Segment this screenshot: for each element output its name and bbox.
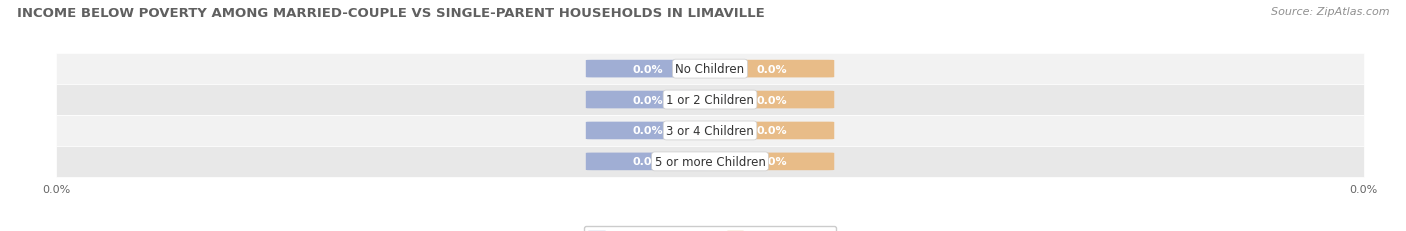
Text: No Children: No Children — [675, 63, 745, 76]
Text: 1 or 2 Children: 1 or 2 Children — [666, 94, 754, 106]
Text: 0.0%: 0.0% — [633, 126, 664, 136]
FancyBboxPatch shape — [710, 61, 834, 78]
FancyBboxPatch shape — [586, 153, 710, 170]
Legend: Married Couples, Single Parents: Married Couples, Single Parents — [583, 226, 837, 231]
FancyBboxPatch shape — [56, 146, 1364, 177]
FancyBboxPatch shape — [56, 85, 1364, 116]
Text: INCOME BELOW POVERTY AMONG MARRIED-COUPLE VS SINGLE-PARENT HOUSEHOLDS IN LIMAVIL: INCOME BELOW POVERTY AMONG MARRIED-COUPL… — [17, 7, 765, 20]
Text: 3 or 4 Children: 3 or 4 Children — [666, 125, 754, 137]
Text: 0.0%: 0.0% — [756, 126, 787, 136]
Text: 0.0%: 0.0% — [633, 95, 664, 105]
Text: 5 or more Children: 5 or more Children — [655, 155, 765, 168]
Text: 0.0%: 0.0% — [633, 157, 664, 167]
FancyBboxPatch shape — [56, 54, 1364, 85]
FancyBboxPatch shape — [586, 122, 710, 140]
FancyBboxPatch shape — [586, 61, 710, 78]
Text: 0.0%: 0.0% — [756, 64, 787, 74]
FancyBboxPatch shape — [586, 91, 710, 109]
FancyBboxPatch shape — [56, 116, 1364, 146]
Text: 0.0%: 0.0% — [633, 64, 664, 74]
FancyBboxPatch shape — [710, 122, 834, 140]
FancyBboxPatch shape — [710, 91, 834, 109]
FancyBboxPatch shape — [710, 153, 834, 170]
Text: 0.0%: 0.0% — [756, 95, 787, 105]
Text: 0.0%: 0.0% — [756, 157, 787, 167]
Text: Source: ZipAtlas.com: Source: ZipAtlas.com — [1271, 7, 1389, 17]
